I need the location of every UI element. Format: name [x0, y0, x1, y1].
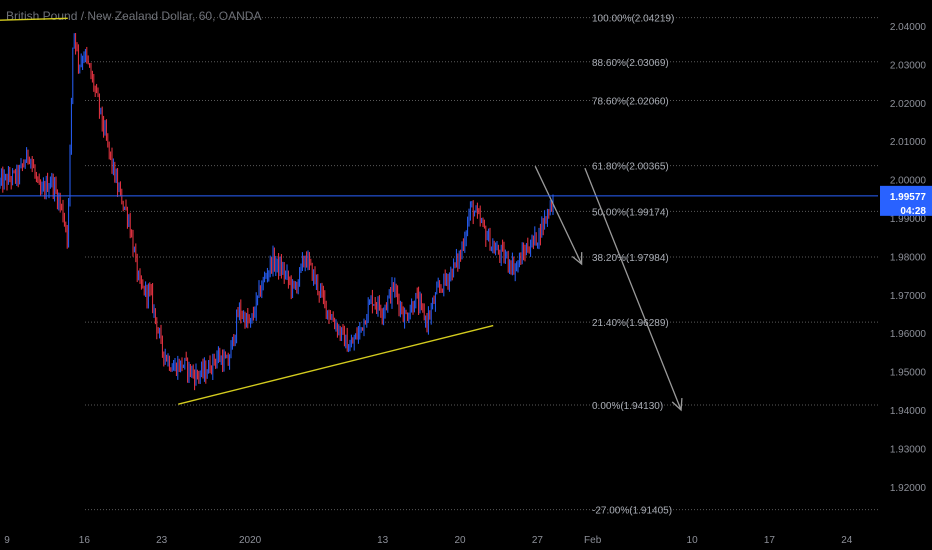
- price-tick-label: 2.03000: [890, 60, 927, 71]
- fib-level-label: 100.00%(2.04219): [592, 14, 674, 25]
- trendlines: [0, 17, 494, 405]
- fib-level-label: 21.40%(1.96289): [592, 318, 669, 329]
- projection-arrow[interactable]: [584, 167, 683, 412]
- bar-countdown-label: 04:28: [900, 206, 926, 217]
- fib-level-label: 88.60%(2.03069): [592, 58, 669, 69]
- price-tick-label: 2.00000: [890, 176, 927, 187]
- price-tick-label: 1.92000: [890, 483, 927, 494]
- price-tick-label: 1.94000: [890, 406, 927, 417]
- fib-level-label: -27.00%(1.91405): [592, 506, 672, 517]
- trendline[interactable]: [0, 17, 68, 21]
- candlestick-series: [0, 32, 554, 391]
- price-tick-label: 1.97000: [890, 291, 927, 302]
- time-tick-label: 10: [687, 535, 699, 546]
- projection-arrows: [534, 165, 683, 412]
- price-tick-label: 2.01000: [890, 137, 927, 148]
- projection-arrow[interactable]: [534, 165, 583, 266]
- time-tick-label: 27: [532, 535, 544, 546]
- chart-title: British Pound / New Zealand Dollar, 60, …: [6, 9, 262, 23]
- fib-level-label: 61.80%(2.00365): [592, 162, 669, 173]
- time-tick-label: 13: [377, 535, 389, 546]
- fib-level-label: 50.00%(1.99174): [592, 207, 669, 218]
- price-tick-label: 1.99000: [890, 214, 927, 225]
- time-axis: 9 16 23 2020 13 20 27 Feb 10 17 24: [4, 535, 853, 546]
- time-tick-label: 24: [841, 535, 853, 546]
- price-tick-label: 1.98000: [890, 252, 927, 263]
- fib-level-label: 38.20%(1.97984): [592, 253, 669, 264]
- time-tick-label: 2020: [239, 535, 262, 546]
- price-tick-label: 1.96000: [890, 329, 927, 340]
- fib-retracement: 100.00%(2.04219) 88.60%(2.03069) 78.60%(2.…: [85, 14, 878, 517]
- price-tick-label: 1.95000: [890, 368, 927, 379]
- time-tick-label: 23: [156, 535, 168, 546]
- current-price-label: 1.99577: [890, 192, 927, 203]
- price-tick-label: 2.04000: [890, 22, 927, 33]
- current-price-badge: 1.99577 04:28: [880, 185, 932, 217]
- fib-level-label: 0.00%(1.94130): [592, 401, 663, 412]
- time-tick-label: 17: [764, 535, 776, 546]
- time-tick-label: Feb: [584, 535, 602, 546]
- price-tick-label: 1.93000: [890, 444, 927, 455]
- fib-level-label: 78.60%(2.02060): [592, 96, 669, 107]
- time-tick-label: 16: [79, 535, 91, 546]
- price-axis: 2.04000 2.03000 2.02000 2.01000 2.00000 1.990…: [890, 22, 927, 494]
- price-tick-label: 2.02000: [890, 99, 927, 110]
- trendline[interactable]: [178, 324, 494, 405]
- time-tick-label: 20: [454, 535, 466, 546]
- time-tick-label: 9: [4, 535, 10, 546]
